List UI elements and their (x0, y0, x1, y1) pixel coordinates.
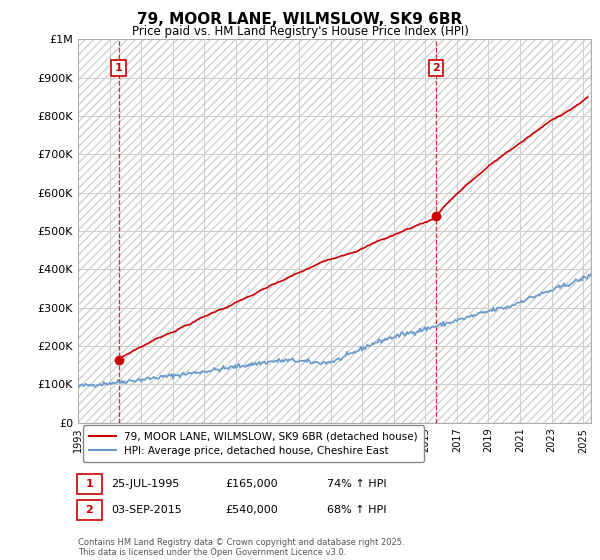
Text: 2: 2 (432, 63, 440, 73)
Text: 1: 1 (115, 63, 122, 73)
Text: 25-JUL-1995: 25-JUL-1995 (111, 479, 179, 489)
Text: 03-SEP-2015: 03-SEP-2015 (111, 505, 182, 515)
Legend: 79, MOOR LANE, WILMSLOW, SK9 6BR (detached house), HPI: Average price, detached : 79, MOOR LANE, WILMSLOW, SK9 6BR (detach… (83, 426, 424, 462)
Text: Price paid vs. HM Land Registry's House Price Index (HPI): Price paid vs. HM Land Registry's House … (131, 25, 469, 38)
Text: 74% ↑ HPI: 74% ↑ HPI (327, 479, 386, 489)
Text: £540,000: £540,000 (225, 505, 278, 515)
Text: Contains HM Land Registry data © Crown copyright and database right 2025.
This d: Contains HM Land Registry data © Crown c… (78, 538, 404, 557)
Text: 2: 2 (86, 505, 93, 515)
Text: 79, MOOR LANE, WILMSLOW, SK9 6BR: 79, MOOR LANE, WILMSLOW, SK9 6BR (137, 12, 463, 27)
Text: 68% ↑ HPI: 68% ↑ HPI (327, 505, 386, 515)
Text: 1: 1 (86, 479, 93, 489)
Text: £165,000: £165,000 (225, 479, 278, 489)
